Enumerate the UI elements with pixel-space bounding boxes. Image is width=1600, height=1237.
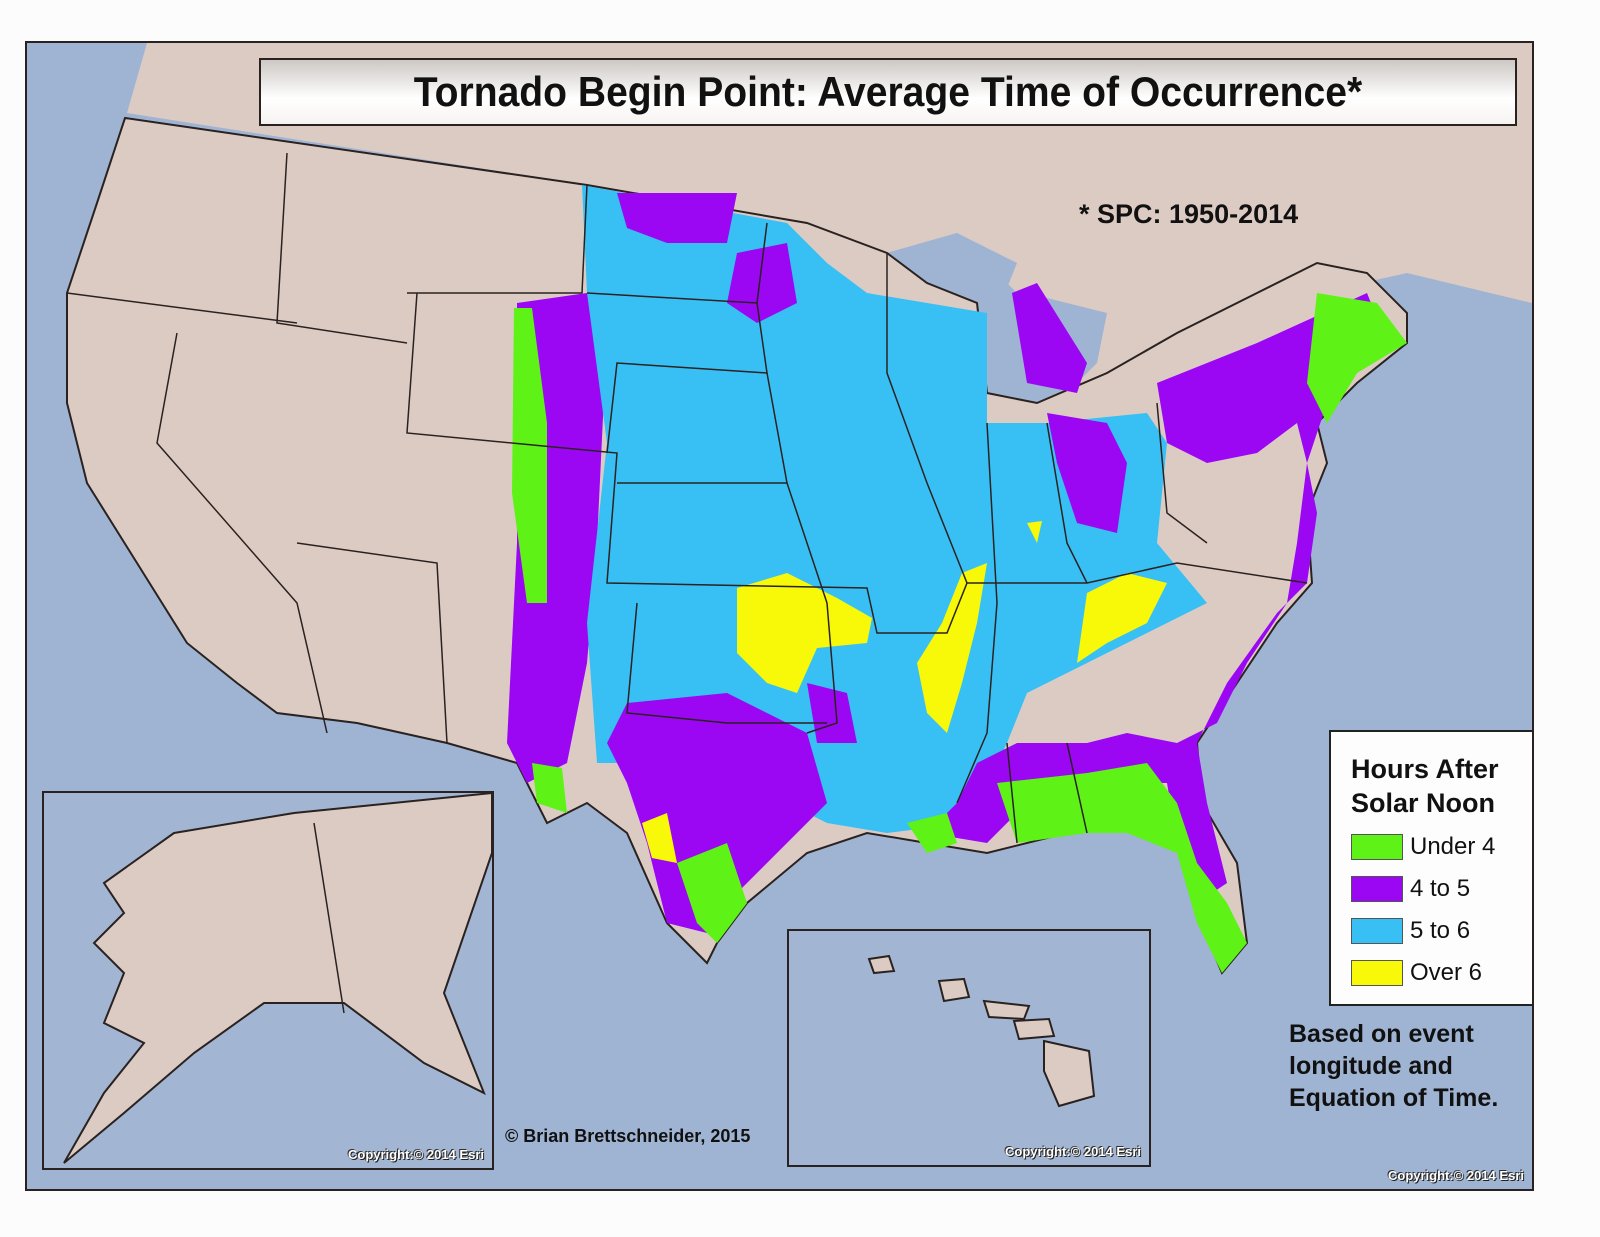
legend-item-4-to-5: 4 to 5 bbox=[1351, 868, 1532, 910]
legend: Hours After Solar Noon Under 4 4 to 5 5 … bbox=[1329, 730, 1532, 1006]
map-title-box: Tornado Begin Point: Average Time of Occ… bbox=[259, 58, 1517, 126]
alaska-map bbox=[63, 793, 492, 1164]
legend-item-under-4: Under 4 bbox=[1351, 826, 1532, 868]
main-map-copyright: Copyright:© 2014 Esri bbox=[1387, 1168, 1524, 1183]
alaska-inset: Copyright:© 2014 Esri bbox=[42, 791, 494, 1170]
legend-item-over-6: Over 6 bbox=[1351, 952, 1532, 994]
map-frame: Tornado Begin Point: Average Time of Occ… bbox=[25, 41, 1534, 1191]
legend-item-5-to-6: 5 to 6 bbox=[1351, 910, 1532, 952]
us-map bbox=[66, 43, 1532, 975]
legend-swatch-blue bbox=[1351, 918, 1403, 944]
legend-swatch-green bbox=[1351, 834, 1403, 860]
author-credit: © Brian Brettschneider, 2015 bbox=[505, 1126, 751, 1146]
method-note: Based on event longitude and Equation of… bbox=[1289, 1020, 1499, 1112]
legend-swatch-yellow bbox=[1351, 960, 1403, 986]
hawaii-map bbox=[867, 954, 1096, 1108]
hawaii-inset: Copyright:© 2014 Esri bbox=[787, 929, 1151, 1167]
hawaii-copyright: Copyright:© 2014 Esri bbox=[1004, 1144, 1141, 1159]
map-title: Tornado Begin Point: Average Time of Occ… bbox=[413, 68, 1363, 115]
data-source-footnote: * SPC: 1950-2014 bbox=[1079, 199, 1299, 229]
legend-swatch-purple bbox=[1351, 876, 1403, 902]
legend-title: Hours After Solar Noon bbox=[1351, 754, 1499, 818]
alaska-copyright: Copyright:© 2014 Esri bbox=[347, 1147, 484, 1162]
